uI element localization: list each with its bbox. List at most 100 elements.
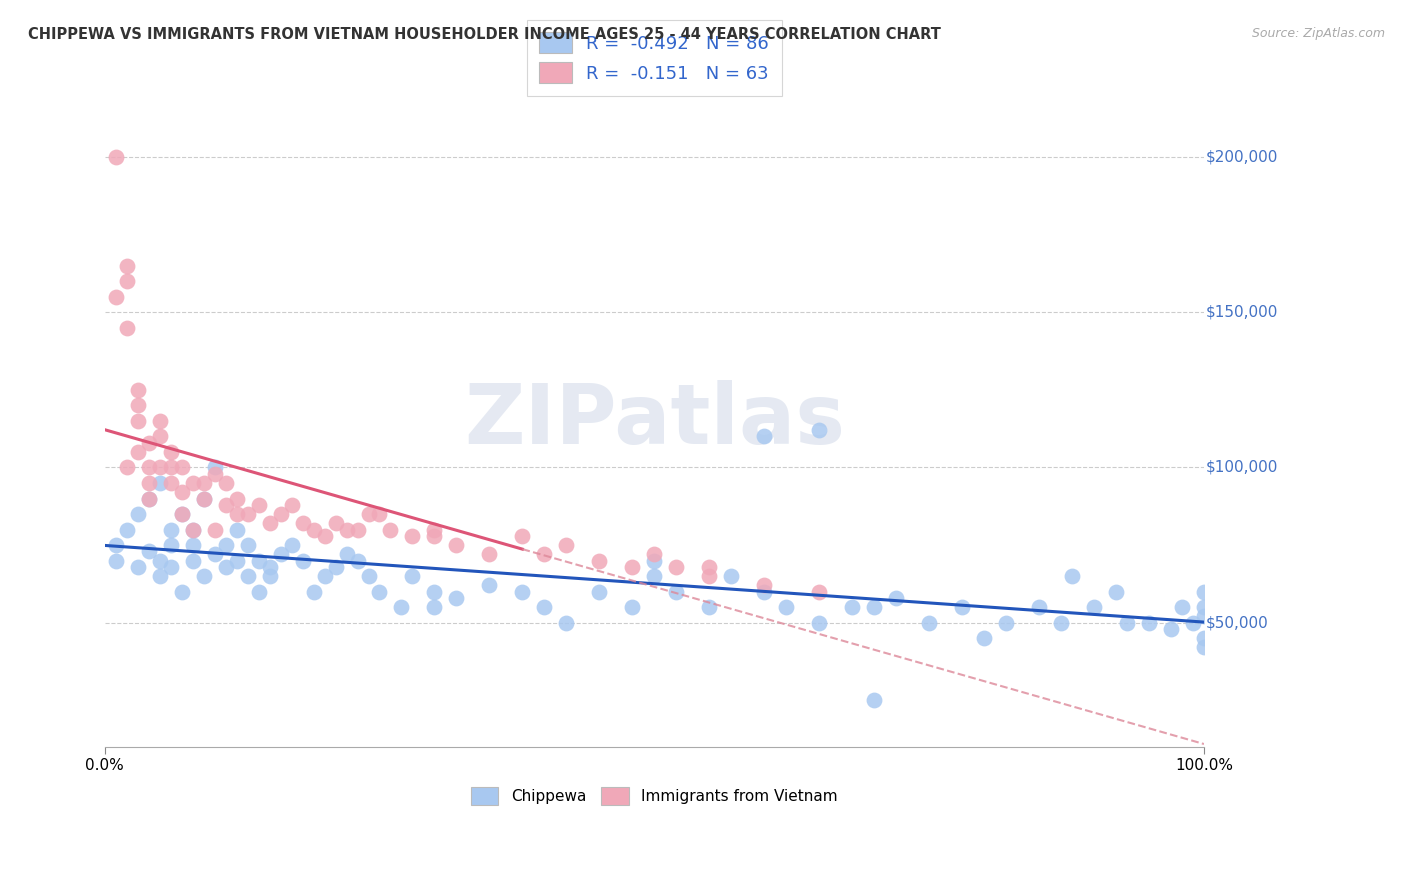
Point <box>1192 600 1215 615</box>
Point <box>1171 600 1194 615</box>
Point <box>335 547 357 561</box>
Text: $100,000: $100,000 <box>1206 460 1278 475</box>
Point <box>1083 600 1105 615</box>
Point <box>115 321 138 335</box>
Point <box>127 559 149 574</box>
Point <box>995 615 1018 630</box>
Point <box>884 591 907 605</box>
Point <box>1192 584 1215 599</box>
Point <box>621 600 644 615</box>
Point <box>533 600 555 615</box>
Point <box>270 547 292 561</box>
Point <box>149 460 172 475</box>
Point <box>808 423 831 437</box>
Point <box>665 584 688 599</box>
Point <box>193 475 215 490</box>
Point <box>368 507 391 521</box>
Point <box>149 414 172 428</box>
Point <box>446 591 468 605</box>
Point <box>643 569 665 583</box>
Point <box>357 569 380 583</box>
Point <box>170 460 193 475</box>
Point <box>1116 615 1139 630</box>
Point <box>446 538 468 552</box>
Point <box>193 491 215 506</box>
Point <box>973 631 995 645</box>
Point <box>225 523 247 537</box>
Point <box>665 559 688 574</box>
Point <box>181 538 204 552</box>
Point <box>1192 631 1215 645</box>
Point <box>259 569 281 583</box>
Point <box>401 569 423 583</box>
Point <box>225 507 247 521</box>
Point <box>104 553 127 567</box>
Text: $200,000: $200,000 <box>1206 150 1278 165</box>
Point <box>478 578 501 592</box>
Point <box>380 523 402 537</box>
Point <box>335 523 357 537</box>
Point <box>325 516 347 531</box>
Point <box>1050 615 1073 630</box>
Point <box>697 600 720 615</box>
Point <box>357 507 380 521</box>
Point <box>247 498 270 512</box>
Point <box>1105 584 1128 599</box>
Point <box>302 523 325 537</box>
Point <box>127 445 149 459</box>
Point <box>127 414 149 428</box>
Text: $150,000: $150,000 <box>1206 305 1278 320</box>
Point <box>159 559 181 574</box>
Point <box>291 516 314 531</box>
Point <box>159 460 181 475</box>
Point <box>423 584 446 599</box>
Point <box>423 529 446 543</box>
Point <box>643 553 665 567</box>
Point <box>159 538 181 552</box>
Point <box>127 507 149 521</box>
Point <box>368 584 391 599</box>
Legend: Chippewa, Immigrants from Vietnam: Chippewa, Immigrants from Vietnam <box>465 780 844 811</box>
Point <box>115 274 138 288</box>
Point <box>291 553 314 567</box>
Point <box>512 529 534 543</box>
Point <box>149 569 172 583</box>
Point <box>1137 615 1160 630</box>
Text: CHIPPEWA VS IMMIGRANTS FROM VIETNAM HOUSEHOLDER INCOME AGES 25 - 44 YEARS CORREL: CHIPPEWA VS IMMIGRANTS FROM VIETNAM HOUS… <box>28 27 941 42</box>
Point <box>204 460 226 475</box>
Point <box>170 507 193 521</box>
Point <box>138 435 160 450</box>
Point <box>170 507 193 521</box>
Point <box>346 523 368 537</box>
Point <box>720 569 742 583</box>
Point <box>193 491 215 506</box>
Point <box>214 559 236 574</box>
Point <box>138 460 160 475</box>
Point <box>1060 569 1083 583</box>
Point <box>423 600 446 615</box>
Point <box>138 544 160 558</box>
Point <box>236 538 259 552</box>
Point <box>280 498 302 512</box>
Point <box>478 547 501 561</box>
Point <box>697 559 720 574</box>
Point <box>181 523 204 537</box>
Point <box>115 523 138 537</box>
Point <box>159 445 181 459</box>
Point <box>1192 640 1215 655</box>
Point <box>754 584 776 599</box>
Point <box>754 578 776 592</box>
Point <box>170 485 193 500</box>
Point <box>236 507 259 521</box>
Point <box>225 491 247 506</box>
Point <box>346 553 368 567</box>
Point <box>193 569 215 583</box>
Point <box>259 516 281 531</box>
Point <box>138 491 160 506</box>
Text: Source: ZipAtlas.com: Source: ZipAtlas.com <box>1251 27 1385 40</box>
Point <box>259 559 281 574</box>
Point <box>391 600 413 615</box>
Point <box>247 584 270 599</box>
Point <box>314 569 336 583</box>
Point <box>512 584 534 599</box>
